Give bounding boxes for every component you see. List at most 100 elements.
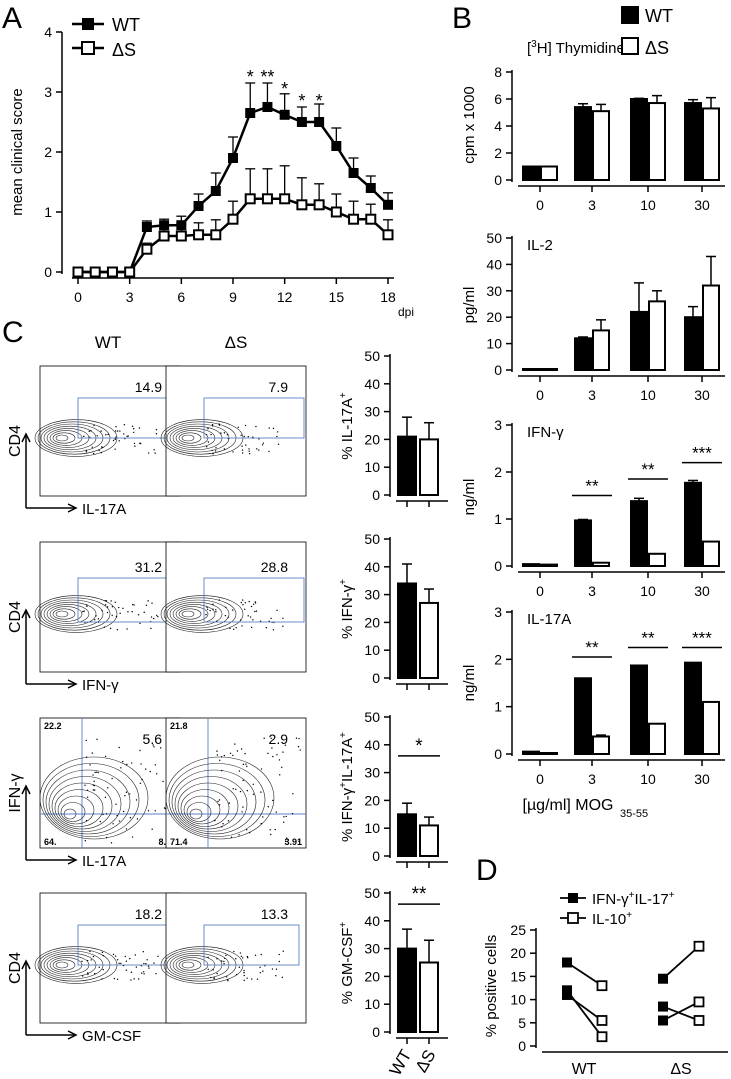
- event-dot: [109, 627, 112, 630]
- event-dot: [143, 611, 145, 614]
- event-dot: [154, 810, 156, 812]
- contour-line: [45, 769, 131, 835]
- y-tick-label: 30: [364, 404, 380, 420]
- event-dot: [135, 799, 138, 801]
- event-dot: [223, 960, 225, 963]
- event-dot: [247, 435, 249, 438]
- legend-marker-wt: [621, 6, 639, 24]
- event-dot: [114, 955, 117, 957]
- marker-wt: [383, 199, 393, 210]
- y-arrow-head: [21, 784, 31, 795]
- y-tick-label: 50: [364, 709, 380, 725]
- event-dot: [140, 763, 142, 765]
- event-dot: [116, 430, 119, 432]
- event-dot: [106, 611, 109, 614]
- flow-plot-frame: [165, 892, 307, 1024]
- event-dot: [162, 780, 164, 783]
- marker-ds: [279, 193, 291, 205]
- contour-line: [54, 789, 104, 827]
- event-dot: [298, 840, 300, 842]
- y-tick-label: 4: [494, 118, 502, 134]
- marker-open: [596, 1015, 608, 1026]
- event-dot: [223, 963, 225, 965]
- event-dot: [277, 443, 280, 446]
- event-dot: [134, 954, 137, 956]
- event-dot: [153, 746, 155, 748]
- event-dot: [133, 604, 135, 606]
- marker-ds: [106, 266, 118, 278]
- x-tick-label: 3: [588, 771, 596, 787]
- y-tick-label: 10: [364, 642, 380, 658]
- event-dot: [255, 425, 257, 428]
- event-dot: [278, 960, 280, 963]
- x-category-label-wt: WT: [386, 1047, 416, 1079]
- flow-column-label-ds: ΔS: [225, 333, 248, 352]
- event-dot: [116, 629, 119, 631]
- event-dot: [218, 423, 220, 425]
- gate-percentage: 14.9: [135, 379, 162, 395]
- event-dot: [150, 616, 153, 618]
- y-tick-label: 2: [44, 144, 52, 160]
- contour-line: [180, 789, 230, 827]
- event-dot: [105, 836, 108, 839]
- event-dot: [232, 788, 235, 790]
- event-dot: [86, 959, 89, 962]
- marker-wt: [296, 117, 307, 127]
- legend-label-filled: IFN-γ+IL-17+: [592, 890, 675, 908]
- bar-chart-c2: 0 10 20 30 40 50 % IFN-γ+: [338, 531, 448, 690]
- event-dot: [278, 759, 281, 761]
- bar-wt: [574, 106, 592, 181]
- bar-ds: [419, 601, 439, 679]
- marker-ds: [261, 193, 273, 205]
- x-arrow-head: [67, 503, 78, 513]
- bar-wt: [630, 310, 648, 372]
- event-dot: [272, 427, 275, 430]
- y-axis-label: pg/ml: [461, 287, 478, 324]
- event-dot: [252, 619, 254, 621]
- event-dot: [85, 756, 88, 758]
- x-tick-label: 0: [536, 387, 544, 403]
- event-dot: [144, 768, 147, 770]
- contour-line: [174, 776, 248, 832]
- event-dot: [131, 762, 133, 764]
- event-dot: [271, 747, 273, 749]
- event-dot: [254, 954, 257, 956]
- y-tick-label: 30: [486, 283, 502, 299]
- event-dot: [118, 820, 121, 822]
- event-dot: [122, 810, 125, 813]
- y-tick-label: 25: [510, 922, 526, 938]
- bar-ds: [648, 300, 666, 371]
- flow-plot-frame: [39, 365, 181, 497]
- y-tick-label: 3: [494, 417, 502, 433]
- event-dot: [230, 836, 233, 838]
- event-dot: [212, 453, 214, 455]
- event-dot: [223, 432, 226, 434]
- event-dot: [101, 978, 103, 980]
- bar-ds: [540, 752, 558, 755]
- y-tick-label: 30: [364, 587, 380, 603]
- y-tick-label: 0: [494, 362, 502, 378]
- contour-line: [181, 961, 195, 969]
- event-dot: [262, 442, 265, 444]
- event-dot: [272, 629, 275, 631]
- event-dot: [86, 789, 89, 791]
- event-dot: [92, 955, 95, 958]
- series-line-wt: [78, 105, 389, 274]
- bar-wt: [397, 947, 417, 1033]
- event-dot: [235, 958, 237, 960]
- x-tick-label: 0: [536, 197, 544, 213]
- marker-ds: [365, 213, 377, 225]
- event-dot: [267, 806, 270, 808]
- event-dot: [249, 831, 251, 834]
- event-dot: [100, 446, 103, 448]
- flow-plot-frame: [39, 541, 181, 673]
- flow-plot: 28.8: [160, 541, 307, 673]
- event-dot: [232, 451, 234, 453]
- flow-y-axis-label: CD4: [7, 952, 24, 984]
- significance-mark: *: [281, 79, 288, 99]
- x-axis-label: [µg/ml] MOG: [523, 797, 614, 814]
- y-arrow-head: [21, 608, 31, 619]
- event-dot: [104, 755, 107, 758]
- event-dot: [243, 972, 245, 974]
- event-dot: [283, 816, 285, 818]
